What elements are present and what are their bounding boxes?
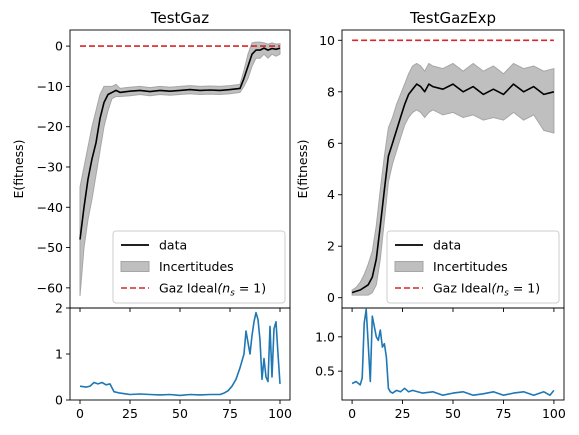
testgaz-legend-box: [112, 230, 286, 304]
testgazexp-data-line: [351, 83, 555, 294]
testgaz-legend: data Incertitudes Gaz Ideal(ns = 1): [112, 230, 286, 304]
testgazexp-residual-ytick-label: 0.5: [315, 364, 335, 379]
testgazexp-legend-handle-band: [394, 261, 424, 272]
testgazexp-residual-xtick-label: 0: [348, 406, 356, 421]
testgaz-residual-axes-frame: [69, 307, 291, 401]
testgazexp-ytick-label: 10: [319, 33, 335, 48]
testgaz-ytick-label: −10: [37, 79, 63, 94]
testgazexp-legend-label: data: [433, 238, 461, 253]
testgazexp-ytick-label: 4: [327, 187, 335, 202]
testgaz-residual-xtick-label: 25: [122, 406, 138, 421]
testgazexp-residual-xtick-label: 100: [542, 406, 566, 421]
testgaz-legend-label: Gaz Ideal(ns = 1): [159, 281, 266, 299]
testgazexp-legend-label: Incertitudes: [433, 259, 508, 274]
testgazexp-residual-xtick-label: 25: [395, 406, 411, 421]
testgaz-residual-xtick-label: 75: [222, 406, 238, 421]
testgazexp-ytick-label: 2: [327, 239, 335, 254]
testgazexp-residual-xtick-label: 75: [496, 406, 512, 421]
testgazexp-legend-label: Gaz Ideal(ns = 1): [433, 281, 540, 299]
testgaz-ytick-label: −20: [37, 119, 63, 134]
testgazexp-legend-box: [386, 230, 560, 304]
testgaz-legend-label: Incertitudes: [159, 259, 234, 274]
testgaz-ytick-label: −50: [37, 240, 63, 255]
testgaz-ytick-label: −30: [37, 159, 63, 174]
testgaz-legend-handle-band: [120, 261, 150, 272]
testgaz-residual-ytick-label: 0: [55, 393, 63, 408]
testgaz-legend-label: data: [159, 238, 187, 253]
testgaz-uncertainty-band: [79, 41, 281, 296]
testgazexp-legend: data Incertitudes Gaz Ideal(ns = 1): [386, 230, 560, 304]
testgaz-ytick-label: 0: [55, 39, 63, 54]
testgaz-residual-ytick-label: 2: [55, 301, 63, 316]
testgazexp-residual-residual-line: [351, 308, 555, 396]
testgaz-ylabel: E(fitness): [11, 139, 26, 198]
testgaz-title: TestGaz: [150, 9, 209, 27]
testgaz-residual-xtick-label: 50: [172, 406, 188, 421]
testgazexp-plot-area: [351, 39, 555, 296]
testgaz-panel: 0 −10 −20 −30 −40 −50 −60 TestGaz E(fitness) data…: [11, 9, 291, 312]
testgaz-residual-residual-line: [79, 311, 281, 397]
testgazexp-uncertainty-band: [351, 62, 555, 296]
testgaz-residual-xtick-label: 100: [268, 406, 292, 421]
testgazexp-residual-xtick-label: 50: [445, 406, 461, 421]
testgaz-residual-panel: 0 25 50 75 100 0 1 2: [55, 301, 292, 422]
testgaz-data-line: [79, 47, 281, 240]
testgaz-plot-area: [79, 41, 281, 296]
testgazexp-panel: 0 2 4 6 8 10 TestGazExp E(fitness) data Incertitu…: [295, 9, 565, 312]
testgazexp-title: TestGazExp: [409, 9, 496, 27]
testgazexp-ylabel: E(fitness): [295, 139, 310, 198]
testgazexp-ytick-label: 6: [327, 136, 335, 151]
testgazexp-ytick-label: 0: [327, 290, 335, 305]
testgazexp-ytick-label: 8: [327, 84, 335, 99]
testgazexp-residual-panel: 0 25 50 75 100 0.5 1.0: [315, 307, 566, 421]
testgazexp-residual-axes-frame: [341, 307, 565, 401]
testgaz-ytick-label: −40: [37, 200, 63, 215]
testgaz-residual-plot-area: [79, 311, 281, 397]
testgazexp-residual-ytick-label: 1.0: [315, 329, 335, 344]
testgaz-residual-ytick-label: 1: [55, 347, 63, 362]
testgaz-residual-xtick-label: 0: [76, 406, 84, 421]
testgaz-ytick-label: −60: [37, 280, 63, 295]
testgazexp-residual-plot-area: [351, 308, 555, 396]
